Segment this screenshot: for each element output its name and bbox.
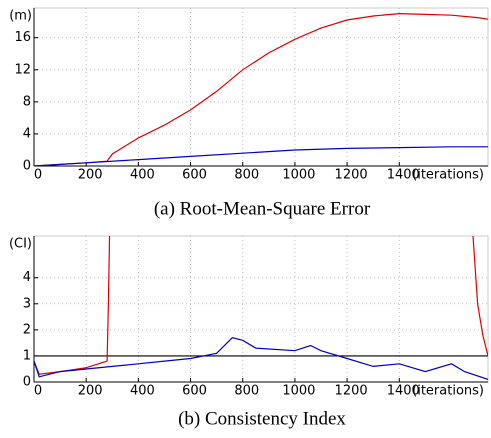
x-tick-label: 400 bbox=[130, 168, 155, 183]
y-tick-label: 0 bbox=[23, 159, 31, 174]
x-tick-label: 1000 bbox=[282, 384, 315, 399]
y-tick-label: 16 bbox=[14, 30, 31, 45]
x-tick-label: 600 bbox=[182, 168, 207, 183]
x-tick-label: 0 bbox=[34, 168, 42, 183]
x-tick-label: 600 bbox=[182, 384, 207, 399]
series-line bbox=[34, 146, 488, 166]
x-tick-label: 200 bbox=[78, 384, 103, 399]
y-tick-label: 3 bbox=[23, 296, 31, 311]
series-line bbox=[34, 236, 488, 375]
x-tick-label: 1000 bbox=[282, 168, 315, 183]
x-tick-label: 1200 bbox=[335, 384, 368, 399]
x-tick-label: 800 bbox=[234, 168, 259, 183]
caption: (b) Consistency Index bbox=[178, 408, 346, 429]
x-axis-label: (iterations) bbox=[412, 384, 484, 399]
subplot: 0 4 8 12 16 0 200 400 600 800 1000 1200 1400 (m) (iter… bbox=[9, 7, 489, 219]
x-tick-label: 1400 bbox=[387, 384, 420, 399]
x-tick-label: 800 bbox=[234, 384, 259, 399]
y-tick-label: 1 bbox=[23, 348, 31, 363]
series-line bbox=[34, 12, 488, 166]
y-tick-label: 4 bbox=[23, 126, 31, 141]
y-tick-label: 0 bbox=[23, 375, 31, 390]
x-tick-label: 200 bbox=[78, 168, 103, 183]
plot-frame bbox=[33, 235, 489, 383]
subplot: 0 1 2 3 4 0 200 400 600 800 1000 1200 1400 (CI) (itera… bbox=[9, 235, 489, 429]
y-tick-label: 4 bbox=[23, 270, 31, 285]
x-tick-label: 0 bbox=[34, 384, 42, 399]
plot-frame bbox=[33, 7, 489, 167]
y-tick-label: 12 bbox=[14, 62, 31, 77]
y-tick-label: 8 bbox=[23, 94, 31, 109]
x-tick-label: 400 bbox=[130, 384, 155, 399]
x-axis-label: (iterations) bbox=[412, 168, 484, 183]
y-tick-label: 2 bbox=[23, 322, 31, 337]
y-axis-label: (CI) bbox=[9, 237, 32, 252]
series-line bbox=[34, 337, 488, 380]
x-tick-label: 1200 bbox=[335, 168, 368, 183]
caption: (a) Root-Mean-Square Error bbox=[154, 198, 371, 219]
y-axis-label: (m) bbox=[9, 9, 32, 24]
x-tick-label: 1400 bbox=[387, 168, 420, 183]
